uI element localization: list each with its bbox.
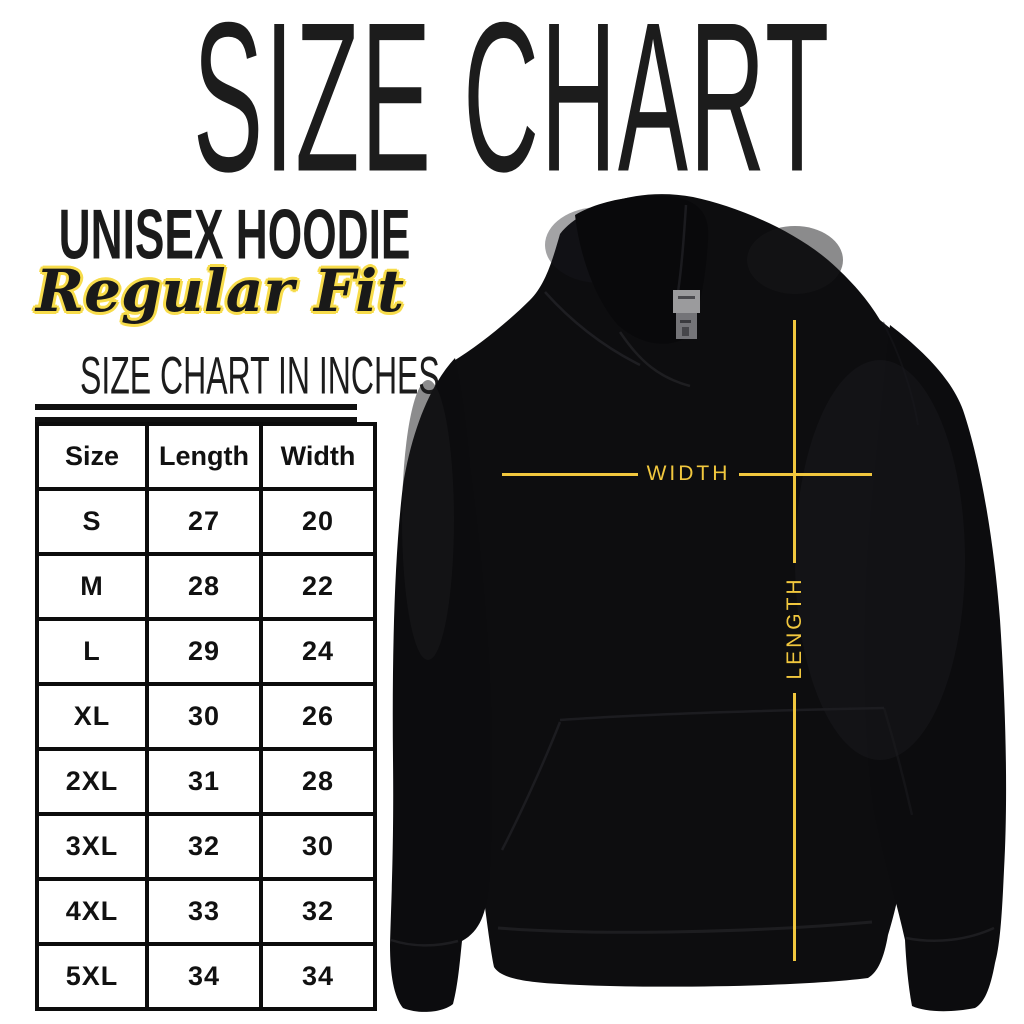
width-cell: 32	[259, 877, 377, 946]
page-title: SIZE CHART	[0, 0, 1024, 204]
width-line-left	[502, 473, 638, 476]
length-cell: 28	[145, 552, 263, 621]
size-cell: 3XL	[35, 812, 149, 881]
table-row: 2XL 31 28	[35, 747, 377, 816]
size-cell: 5XL	[35, 942, 149, 1011]
length-line-top	[793, 320, 796, 563]
width-label: WIDTH	[646, 462, 731, 485]
pocket-top-seam	[559, 706, 885, 722]
table-heading-text: SIZE CHART IN INCHES	[79, 347, 440, 406]
hem-seam	[497, 920, 873, 934]
pocket-right-seam	[882, 707, 914, 816]
hoodie-illustration	[390, 194, 1007, 1012]
product-name: UNISEX HOODIE	[20, 200, 420, 270]
product-name-text: UNISEX HOODIE	[58, 196, 411, 275]
size-cell: 4XL	[35, 877, 149, 946]
highlight-hood-right	[747, 226, 843, 294]
col-header-length: Length	[145, 422, 263, 491]
highlight-left-sleeve	[402, 380, 454, 660]
size-table-header: Size Length Width	[35, 422, 377, 491]
size-cell: L	[35, 617, 149, 686]
heading-underline-1	[35, 404, 357, 410]
width-line-right	[739, 473, 872, 476]
table-row: 3XL 32 30	[35, 812, 377, 881]
right-cuff-seam	[905, 926, 995, 943]
width-cell: 28	[259, 747, 377, 816]
col-header-width: Width	[259, 422, 377, 491]
table-row: 5XL 34 34	[35, 942, 377, 1011]
size-table: Size Length Width S 27 20 M 28 22 L 29 24 XL 30 26 2…	[35, 422, 377, 1011]
width-cell: 30	[259, 812, 377, 881]
heading-underline-2	[35, 417, 357, 423]
size-cell: 2XL	[35, 747, 149, 816]
hood-drape-fold	[544, 291, 641, 367]
size-cell: S	[35, 487, 149, 556]
table-row: 4XL 33 32	[35, 877, 377, 946]
hood-inner-seam	[676, 204, 688, 293]
neck-tag	[673, 290, 700, 339]
size-cell: XL	[35, 682, 149, 751]
width-cell: 22	[259, 552, 377, 621]
table-row: M 28 22	[35, 552, 377, 621]
width-cell: 34	[259, 942, 377, 1011]
pocket-left-seam	[500, 721, 562, 851]
width-cell: 24	[259, 617, 377, 686]
width-cell: 26	[259, 682, 377, 751]
hoodie-body	[442, 194, 951, 987]
table-row: L 29 24	[35, 617, 377, 686]
table-row: XL 30 26	[35, 682, 377, 751]
length-cell: 30	[145, 682, 263, 751]
length-cell: 34	[145, 942, 263, 1011]
col-header-size: Size	[35, 422, 149, 491]
right-shoulder-seam	[882, 321, 919, 426]
length-cell: 33	[145, 877, 263, 946]
length-cell: 31	[145, 747, 263, 816]
size-table-body: S 27 20 M 28 22 L 29 24 XL 30 26 2XL 31 28 3XL 32 30 4XL 33…	[35, 487, 377, 1011]
page-title-text: SIZE CHART	[193, 0, 831, 217]
fit-name-text: Regular Fit	[35, 257, 405, 325]
table-row: S 27 20	[35, 487, 377, 556]
hoodie-photo	[385, 185, 1024, 1024]
left-cuff-seam	[390, 938, 459, 947]
size-cell: M	[35, 552, 149, 621]
length-label: LENGTH	[783, 576, 806, 680]
length-cell: 29	[145, 617, 263, 686]
hoodie-right-sleeve	[864, 325, 1007, 1012]
table-heading: SIZE CHART IN INCHES	[35, 350, 440, 403]
length-cell: 32	[145, 812, 263, 881]
highlight-right-chest	[795, 360, 965, 760]
neckline-fold	[618, 331, 691, 388]
header-row: Size Length Width	[35, 422, 377, 491]
length-cell: 27	[145, 487, 263, 556]
length-line-bottom	[793, 693, 796, 961]
fit-name: Regular Fit	[20, 258, 420, 325]
width-cell: 20	[259, 487, 377, 556]
